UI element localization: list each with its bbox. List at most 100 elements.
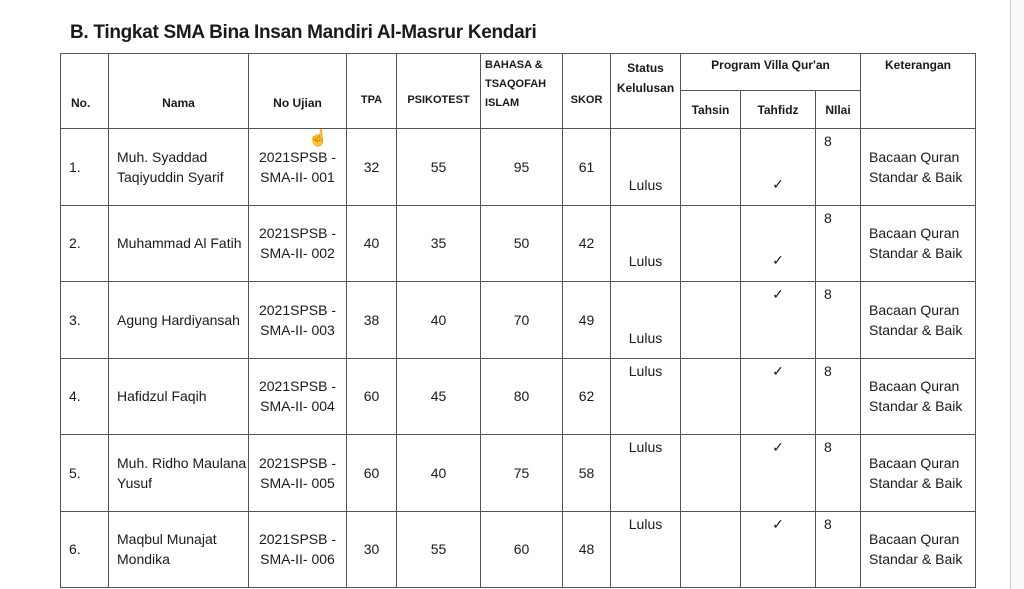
- row-bahasa: 60: [480, 510, 563, 588]
- row-status-cell: Lulus: [610, 510, 681, 588]
- row-nama: Muhammad Al Fatih: [108, 204, 249, 282]
- header-tahsin: Tahsin: [680, 90, 741, 129]
- results-table: No. Nama No Ujian TPA PSIKOTEST BAHASA &…: [60, 53, 976, 588]
- row-status-cell: Lulus: [610, 434, 681, 512]
- row-bahasa: 50: [480, 204, 563, 282]
- check-icon: ✓: [772, 439, 784, 455]
- row-psikotest: 55: [396, 128, 481, 206]
- row-nama: Agung Hardiyansah: [108, 281, 249, 359]
- row-no-ujian: 2021SPSB -SMA-II- 006: [248, 510, 347, 588]
- row-tahsin: [680, 357, 741, 435]
- row-status: Lulus: [628, 515, 663, 532]
- check-icon: ✓: [772, 175, 784, 192]
- header-status: Status Kelulusan: [610, 53, 681, 129]
- row-no: 5.: [60, 434, 109, 512]
- row-psikotest: 40: [396, 281, 481, 359]
- row-no-ujian: 2021SPSB -SMA-II- 005: [248, 434, 347, 512]
- row-nilai-cell: 8: [815, 434, 861, 512]
- row-tahfidz-cell: ✓: [740, 510, 816, 588]
- row-no-ujian: 2021SPSB -SMA-II- 004: [248, 357, 347, 435]
- check-icon: ✓: [772, 515, 784, 532]
- check-icon: ✓: [772, 362, 784, 379]
- section-title: B. Tingkat SMA Bina Insan Mandiri Al-Mas…: [70, 22, 537, 43]
- page-edge: [1010, 0, 1024, 589]
- row-keterangan: Bacaan Quran Standar & Baik: [860, 357, 976, 435]
- check-icon: ✓: [772, 286, 784, 302]
- table-row: 2. Muhammad Al Fatih 2021SPSB -SMA-II- 0…: [60, 204, 976, 282]
- header-tpa: TPA: [346, 53, 397, 129]
- row-status: Lulus: [628, 176, 663, 193]
- row-tahsin: [680, 281, 741, 359]
- row-tpa: 30: [346, 510, 397, 588]
- row-status-cell: Lulus: [610, 128, 681, 206]
- row-no-ujian: 2021SPSB -SMA-II- 002: [248, 204, 347, 282]
- table-row: 4. Hafidzul Faqih 2021SPSB -SMA-II- 004 …: [60, 357, 976, 435]
- row-nilai: 8: [824, 515, 832, 532]
- row-psikotest: 55: [396, 510, 481, 588]
- row-status-cell: Lulus: [610, 204, 681, 282]
- header-no: No.: [60, 53, 109, 129]
- row-tahsin: [680, 510, 741, 588]
- row-status: Lulus: [628, 362, 663, 379]
- table-row: 6. Maqbul Munajat Mondika 2021SPSB -SMA-…: [60, 510, 976, 588]
- row-nilai: 8: [824, 362, 832, 379]
- row-tahfidz-cell: ✓: [740, 434, 816, 512]
- row-no: 1.: [60, 128, 109, 206]
- row-status: Lulus: [628, 329, 663, 346]
- row-bahasa: 75: [480, 434, 563, 512]
- row-skor: 42: [562, 204, 611, 282]
- row-nama: Maqbul Munajat Mondika: [108, 510, 249, 588]
- row-nama: Hafidzul Faqih: [108, 357, 249, 435]
- table-row: 5. Muh. Ridho Maulana Yusuf 2021SPSB -SM…: [60, 434, 976, 512]
- row-nilai-cell: 8: [815, 510, 861, 588]
- row-nama: Muh. Syaddad Taqiyuddin Syarif: [108, 128, 249, 206]
- row-tahfidz-cell: ✓: [740, 357, 816, 435]
- row-no: 2.: [60, 204, 109, 282]
- header-keterangan: Keterangan: [860, 53, 976, 129]
- check-icon: ✓: [772, 252, 784, 268]
- row-keterangan: Bacaan Quran Standar & Baik: [860, 434, 976, 512]
- row-bahasa: 95: [480, 128, 563, 206]
- row-psikotest: 40: [396, 434, 481, 512]
- row-status: Lulus: [628, 253, 663, 269]
- hand-cursor-icon: ☝: [308, 130, 328, 147]
- row-tahfidz-cell: ✓: [740, 128, 816, 206]
- row-status: Lulus: [628, 439, 663, 455]
- row-skor: 61: [562, 128, 611, 206]
- row-nilai-cell: 8: [815, 204, 861, 282]
- row-psikotest: 45: [396, 357, 481, 435]
- table-row: 3. Agung Hardiyansah 2021SPSB -SMA-II- 0…: [60, 281, 976, 359]
- row-keterangan: Bacaan Quran Standar & Baik: [860, 204, 976, 282]
- row-nilai-cell: 8: [815, 357, 861, 435]
- row-tpa: 60: [346, 434, 397, 512]
- row-nilai-cell: 8: [815, 128, 861, 206]
- row-tpa: 60: [346, 357, 397, 435]
- row-tahfidz-cell: ✓: [740, 281, 816, 359]
- table-row: 1. Muh. Syaddad Taqiyuddin Syarif 2021SP…: [60, 128, 976, 206]
- row-tahsin: [680, 204, 741, 282]
- header-no-ujian: No Ujian: [248, 53, 347, 129]
- row-no: 6.: [60, 510, 109, 588]
- header-program: Program Villa Qur'an: [680, 53, 861, 91]
- row-nilai: 8: [824, 133, 832, 149]
- row-nilai: 8: [824, 286, 832, 302]
- row-nilai: 8: [824, 439, 832, 455]
- header-psikotest: PSIKOTEST: [396, 53, 481, 129]
- row-tpa: 38: [346, 281, 397, 359]
- row-tahsin: [680, 128, 741, 206]
- row-keterangan: Bacaan Quran Standar & Baik: [860, 128, 976, 206]
- header-nama: Nama: [108, 53, 249, 129]
- row-psikotest: 35: [396, 204, 481, 282]
- row-tahsin: [680, 434, 741, 512]
- header-tahfidz: Tahfidz: [740, 90, 816, 129]
- row-skor: 62: [562, 357, 611, 435]
- row-status-cell: Lulus: [610, 357, 681, 435]
- row-bahasa: 70: [480, 281, 563, 359]
- row-tpa: 32: [346, 128, 397, 206]
- row-no: 3.: [60, 281, 109, 359]
- row-tpa: 40: [346, 204, 397, 282]
- header-nilai: NIlai: [815, 90, 861, 129]
- row-status-cell: Lulus: [610, 281, 681, 359]
- row-nilai: 8: [824, 209, 832, 226]
- row-no: 4.: [60, 357, 109, 435]
